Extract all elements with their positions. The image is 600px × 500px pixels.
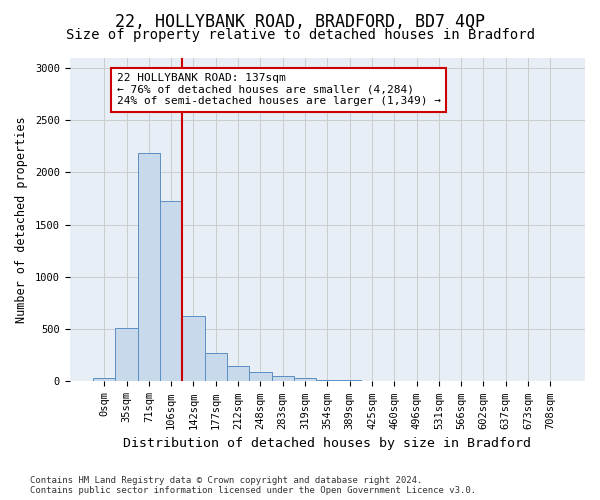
X-axis label: Distribution of detached houses by size in Bradford: Distribution of detached houses by size …	[124, 437, 532, 450]
Bar	[138, 152, 160, 382]
Bar	[205, 353, 227, 382]
Bar	[294, 378, 316, 382]
Bar	[93, 378, 115, 382]
Bar	[338, 380, 361, 382]
Text: Contains HM Land Registry data © Crown copyright and database right 2024.
Contai: Contains HM Land Registry data © Crown c…	[30, 476, 476, 495]
Text: 22, HOLLYBANK ROAD, BRADFORD, BD7 4QP: 22, HOLLYBANK ROAD, BRADFORD, BD7 4QP	[115, 12, 485, 30]
Text: Size of property relative to detached houses in Bradford: Size of property relative to detached ho…	[65, 28, 535, 42]
Y-axis label: Number of detached properties: Number of detached properties	[15, 116, 28, 323]
Bar	[227, 366, 249, 382]
Text: 22 HOLLYBANK ROAD: 137sqm
← 76% of detached houses are smaller (4,284)
24% of se: 22 HOLLYBANK ROAD: 137sqm ← 76% of detac…	[116, 73, 440, 106]
Bar	[361, 380, 383, 382]
Bar	[182, 316, 205, 382]
Bar	[115, 328, 138, 382]
Bar	[160, 200, 182, 382]
Bar	[249, 372, 272, 382]
Bar	[272, 376, 294, 382]
Bar	[316, 380, 338, 382]
Bar	[383, 381, 406, 382]
